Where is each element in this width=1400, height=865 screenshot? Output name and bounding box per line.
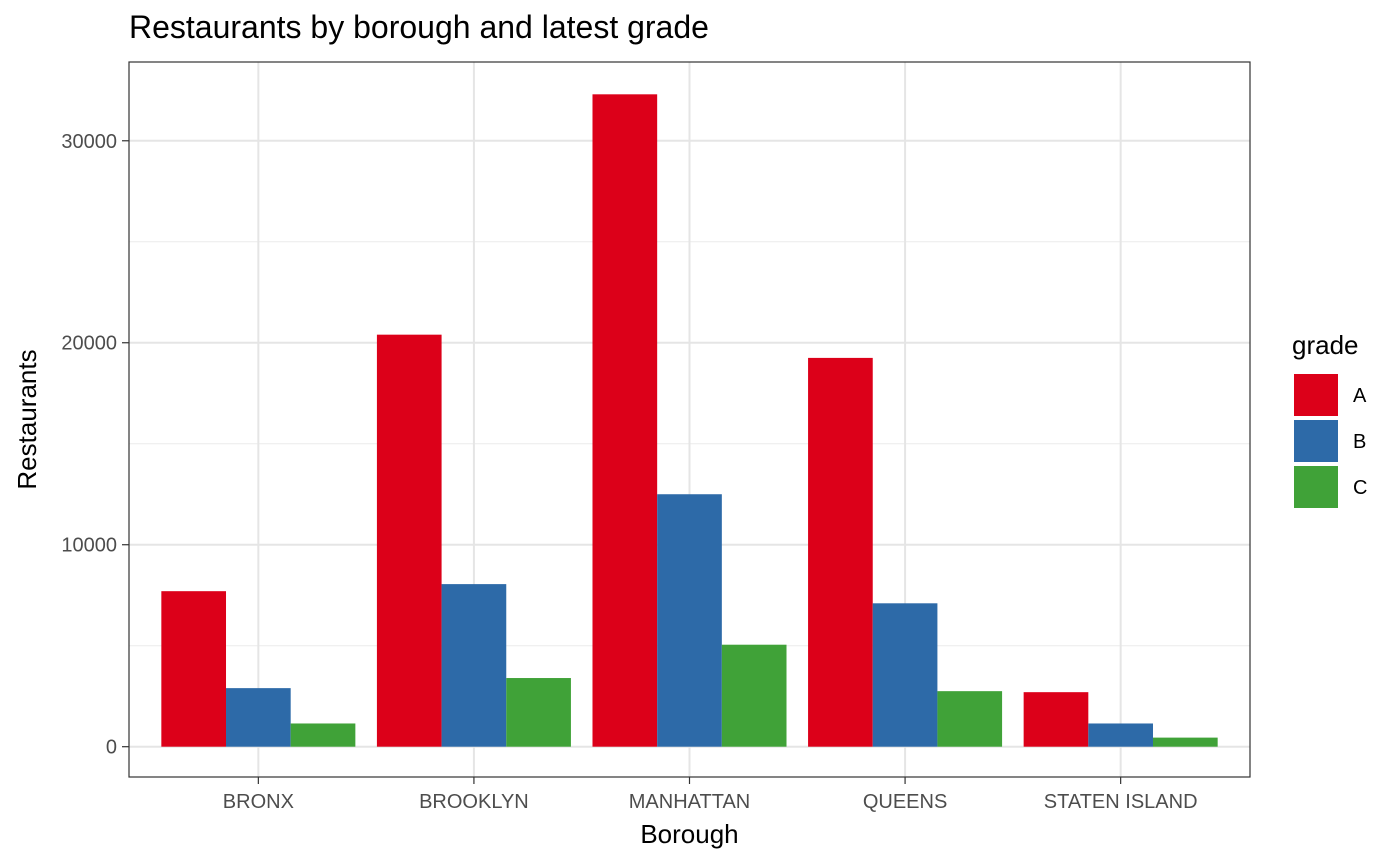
legend: grade A B C <box>1292 330 1367 508</box>
x-tick-label: STATEN ISLAND <box>1044 791 1198 813</box>
bar-staten-island-b <box>1088 723 1153 747</box>
legend-label-a: A <box>1353 385 1367 407</box>
y-axis-title: Restaurants <box>12 349 42 489</box>
bar-brooklyn-c <box>506 678 571 747</box>
bar-brooklyn-a <box>376 334 442 747</box>
legend-label-c: C <box>1353 477 1367 499</box>
bar-brooklyn-b <box>441 584 507 747</box>
bar-bronx-c <box>290 723 356 747</box>
legend-key-b <box>1294 420 1338 462</box>
bar-staten-island-a <box>1023 692 1089 747</box>
bars <box>161 94 1218 747</box>
bar-manhattan-a <box>592 94 658 747</box>
bar-manhattan-c <box>721 644 787 747</box>
bar-manhattan-b <box>657 494 722 747</box>
bar-staten-island-c <box>1152 737 1218 747</box>
x-tick-label: BROOKLYN <box>419 791 529 813</box>
legend-title: grade <box>1292 330 1359 360</box>
bar-bronx-b <box>226 688 291 747</box>
x-axis-title: Borough <box>640 819 738 849</box>
legend-key-c <box>1294 466 1338 508</box>
bar-queens-b <box>872 603 938 747</box>
x-tick-label: QUEENS <box>863 791 947 813</box>
x-tick-label: BRONX <box>223 791 294 813</box>
legend-label-b: B <box>1353 431 1366 453</box>
axes: 0 10000 20000 30000 BRONX BROOKLYN MANHATTAN QU… <box>61 131 1197 813</box>
x-tick-label: MANHATTAN <box>629 791 750 813</box>
y-tick-label: 10000 <box>61 535 117 557</box>
bar-bronx-a <box>161 591 227 747</box>
y-tick-label: 30000 <box>61 131 117 153</box>
bar-queens-a <box>808 357 873 747</box>
chart-title: Restaurants by borough and latest grade <box>129 9 709 45</box>
y-tick-label: 0 <box>106 737 117 759</box>
bar-queens-c <box>937 691 1003 747</box>
legend-key-a <box>1294 374 1338 416</box>
y-tick-label: 20000 <box>61 333 117 355</box>
